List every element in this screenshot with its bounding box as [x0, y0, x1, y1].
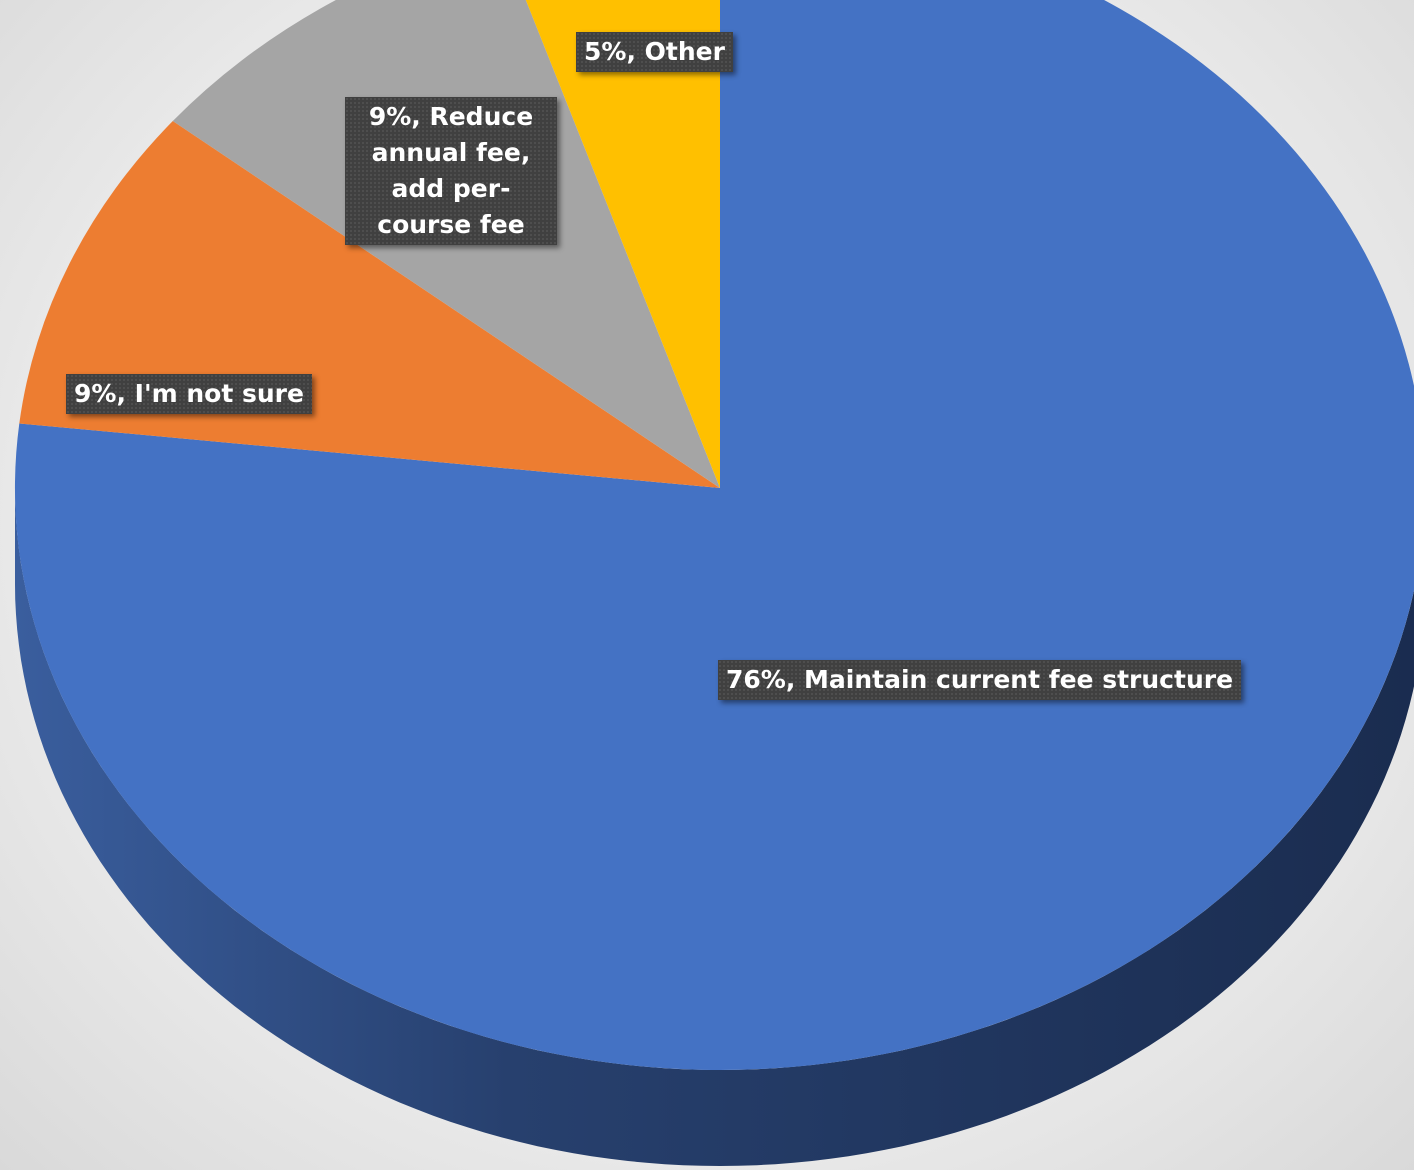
data-label-maintain: 76%, Maintain current fee structure — [718, 660, 1242, 700]
slice-side-maintain — [15, 488, 1414, 1166]
data-label-reduce: 9%, Reduce annual fee, add per-course fe… — [345, 97, 557, 245]
slice-other — [525, 0, 720, 488]
data-label-not-sure: 9%, I'm not sure — [66, 374, 312, 414]
slice-maintain — [15, 0, 1414, 1070]
data-label-other: 5%, Other — [576, 32, 733, 72]
pie-side-wall — [15, 488, 1414, 1166]
pie-top-face — [15, 0, 1414, 1070]
